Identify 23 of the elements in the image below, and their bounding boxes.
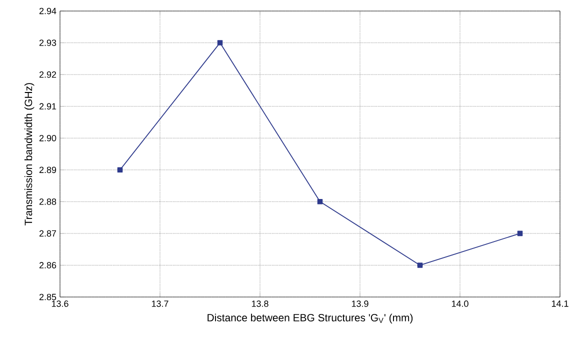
y-tick-label: 2.89 (39, 166, 56, 174)
x-tick-label: 13.6 (52, 300, 68, 307)
y-tick-label: 2.91 (39, 103, 56, 110)
x-tick-label: 13.9 (352, 300, 368, 307)
y-tick-label: 2.85 (39, 294, 56, 300)
y-axis-title: Transmission bandwidth (GHz) (24, 83, 34, 226)
x-tick-label: 14.0 (452, 300, 468, 307)
point (117, 167, 123, 173)
y-tick-label: 2.93 (39, 40, 56, 46)
y-tick-label: 2.90 (39, 134, 56, 142)
point (217, 40, 223, 46)
x-tick-label: 14.1 (552, 300, 568, 307)
x-axis-title: Distance between EBG Structures 'G$_{V}$' (mm) (208, 314, 413, 324)
y-tick-label: 2.86 (39, 262, 56, 268)
x-tick-label: 13.7 (152, 300, 168, 307)
y-tick-label: 2.92 (39, 71, 56, 78)
y-tick-label: 2.87 (39, 230, 56, 237)
point (417, 262, 423, 268)
x-tick-label: 13.8 (252, 300, 268, 307)
point (517, 230, 523, 236)
y-tick-label: 2.94 (39, 8, 56, 14)
point (317, 199, 323, 204)
y-tick-label: 2.88 (39, 198, 56, 205)
